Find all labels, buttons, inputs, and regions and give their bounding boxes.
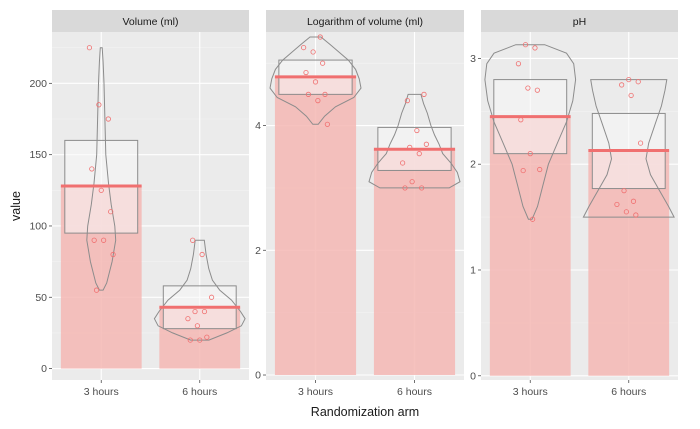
data-point — [187, 337, 193, 343]
data-point — [315, 98, 321, 104]
x-tick-label: 6 hours — [182, 386, 217, 398]
data-point — [192, 308, 198, 315]
data-point — [518, 117, 524, 123]
y-tick-label: 3 — [470, 53, 476, 65]
strip-label: Logarithm of volume (ml) — [307, 16, 423, 28]
data-point — [317, 34, 323, 40]
data-point — [421, 91, 427, 97]
data-point — [91, 237, 97, 243]
data-point — [89, 166, 95, 172]
data-point — [301, 44, 307, 51]
data-point — [208, 294, 215, 300]
data-point — [530, 216, 536, 222]
data-point — [404, 98, 410, 104]
data-point — [419, 185, 425, 191]
strip-label: pH — [573, 16, 586, 28]
x-axis-title: Randomization arm — [311, 405, 419, 419]
data-point — [110, 251, 116, 258]
panel-1: Volume (ml) 0 50 100 150 200 3 hours 6 hours — [29, 10, 249, 398]
data-point — [197, 337, 203, 343]
strip-label: Volume (ml) — [122, 16, 178, 28]
data-point — [105, 116, 111, 122]
y-tick-label: 2 — [470, 159, 476, 171]
strip-background — [52, 10, 249, 32]
data-point — [619, 82, 625, 88]
y-tick-label: 200 — [29, 78, 47, 90]
data-point — [322, 91, 328, 97]
y-axis-title: value — [9, 191, 23, 221]
data-point — [416, 151, 422, 157]
violin-outline — [582, 79, 675, 218]
data-point — [515, 61, 522, 67]
y-tick-label: 0 — [470, 370, 476, 382]
data-point — [520, 167, 526, 174]
violin-outline — [269, 36, 362, 125]
data-point — [185, 316, 191, 322]
data-point — [626, 76, 632, 83]
data-point — [194, 323, 200, 329]
data-point — [305, 91, 311, 97]
y-tick-label: 2 — [255, 245, 261, 257]
data-point — [635, 79, 641, 85]
data-point — [637, 140, 644, 146]
x-tick-label: 6 hours — [611, 386, 646, 398]
data-point — [199, 251, 205, 258]
x-tick-label: 3 hours — [513, 386, 548, 398]
data-point — [101, 237, 107, 243]
strip-background — [266, 10, 464, 32]
data-point — [525, 85, 531, 91]
strip-background — [481, 10, 678, 32]
data-point — [86, 45, 93, 51]
data-point — [320, 60, 326, 66]
mean-bar — [489, 116, 571, 376]
y-tick-label: 150 — [29, 149, 47, 161]
mean-bar — [373, 149, 456, 376]
panel-2: Logarithm of volume (ml) 0 2 4 3 hours 6 hour… — [255, 10, 464, 398]
data-point — [407, 144, 413, 150]
data-point — [614, 201, 620, 208]
data-point — [537, 166, 543, 173]
panel-3: pH 0 1 2 3 3 hours 6 hours — [470, 10, 678, 398]
data-point — [633, 212, 639, 218]
mean-bar — [274, 76, 357, 376]
y-tick-label: 50 — [35, 292, 47, 304]
data-point — [623, 209, 629, 215]
x-tick-label: 3 hours — [84, 386, 119, 398]
data-point — [414, 127, 420, 134]
y-tick-label: 0 — [255, 370, 261, 382]
data-point — [324, 121, 330, 127]
data-point — [628, 92, 634, 99]
violin-outline — [484, 44, 577, 220]
data-point — [522, 42, 529, 48]
data-point — [534, 87, 540, 93]
data-point — [201, 308, 208, 315]
y-tick-label: 100 — [29, 220, 47, 232]
x-tick-label: 6 hours — [397, 386, 432, 398]
y-tick-label: 4 — [255, 120, 261, 132]
data-point — [310, 49, 316, 55]
data-point — [400, 160, 406, 166]
data-point — [402, 185, 408, 191]
x-tick-label: 3 hours — [298, 386, 333, 398]
y-tick-label: 0 — [41, 363, 47, 375]
y-tick-label: 1 — [470, 264, 476, 276]
data-point — [532, 45, 538, 51]
data-point — [190, 237, 196, 243]
data-point — [303, 69, 309, 76]
data-point — [98, 187, 104, 193]
data-point — [527, 151, 533, 157]
data-point — [93, 287, 100, 293]
data-point — [409, 179, 415, 185]
data-point — [423, 141, 429, 147]
violin-outline — [368, 93, 461, 189]
data-point — [312, 79, 319, 85]
data-point — [204, 334, 210, 340]
data-point — [108, 209, 114, 215]
data-point — [621, 188, 627, 194]
data-point — [96, 102, 102, 108]
data-point — [630, 198, 637, 204]
violin-outline — [86, 47, 117, 291]
